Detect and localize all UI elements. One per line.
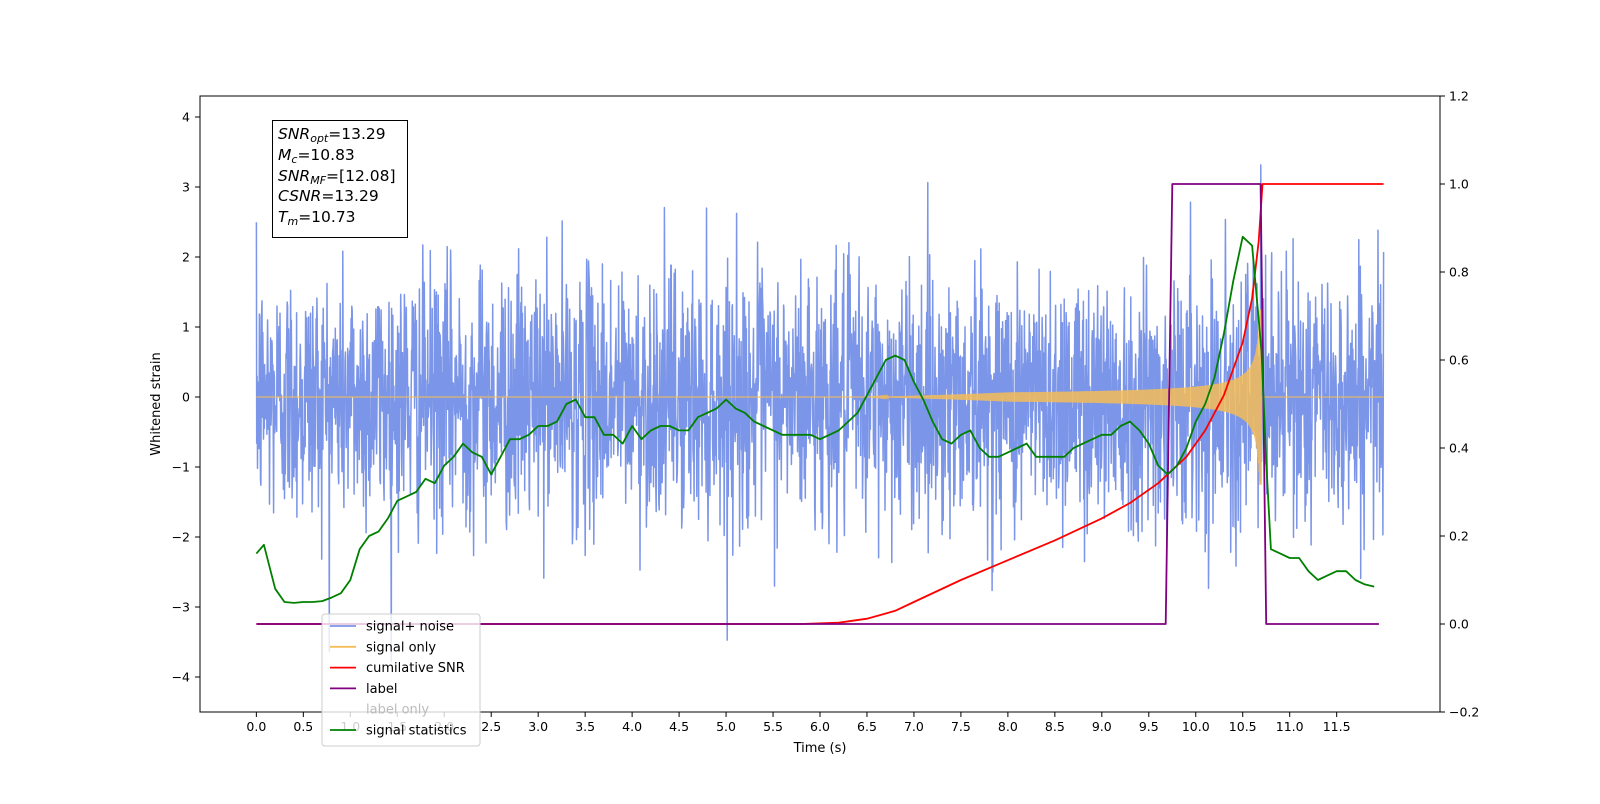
legend-frame [321,613,481,747]
x-tick-label: 5.0 [716,719,736,734]
y-left-tick-label: −4 [172,670,190,685]
x-tick-label: 5.5 [763,719,783,734]
chirp-mass-line: Mc=10.83 [278,145,355,166]
legend-label: signal only [366,640,436,655]
x-tick-label: 0.0 [246,719,266,734]
x-tick-label: 11.0 [1276,719,1304,734]
x-axis-label: Time (s) [793,741,847,756]
y-left-tick-label: 3 [182,180,190,195]
x-tick-label: 6.5 [857,719,877,734]
x-tick-label: 7.5 [951,719,971,734]
y-left-tick-label: −3 [172,600,190,615]
y-right-tick-label: 0.8 [1449,265,1469,280]
y-left-tick-label: 4 [182,110,190,125]
x-tick-label: 0.5 [293,719,313,734]
stats-annotation-box: SNRopt=13.29 Mc=10.83 SNRMF=[12.08] CSNR… [272,120,408,238]
x-tick-label: 3.5 [575,719,595,734]
y-left-tick-label: 0 [182,390,190,405]
csnr-line: CSNR=13.29 [278,187,379,206]
y-left-tick-label: −1 [172,460,190,475]
x-tick-label: 8.5 [1045,719,1065,734]
x-tick-label: 11.5 [1323,719,1351,734]
y-right-tick-label: 0.2 [1449,529,1469,544]
tm-line: Tm=10.73 [278,208,356,229]
y-left-tick-label: 2 [182,250,190,265]
legend-label: label only [366,703,429,718]
series-signal-statistics [255,235,1375,604]
snr-opt-line: SNRopt=13.29 [278,125,386,145]
x-tick-label: 8.0 [998,719,1018,734]
series-label [256,183,1379,625]
x-tick-label: 4.0 [622,719,642,734]
y-left-tick-label: 1 [182,320,190,335]
legend-label: signal+ noise [366,620,454,635]
y-right-tick-label: 0.6 [1449,353,1469,368]
y-right-tick-label: −0.2 [1449,705,1479,720]
legend-label: label [366,682,397,697]
plot-area [255,164,1385,662]
snr-mf-line: SNRMF=[12.08] [278,166,396,187]
legend-label: signal statistics [366,724,467,739]
x-tick-label: 10.5 [1229,719,1257,734]
x-tick-label: 4.5 [669,719,689,734]
legend: signal+ noise signal only cumilative SNR la… [321,613,481,747]
x-tick-label: 2.5 [481,719,501,734]
x-tick-label: 9.0 [1092,719,1112,734]
legend-label: cumilative SNR [366,661,465,676]
y-right-tick-label: 0.4 [1449,441,1469,456]
y-right-tick-label: 1.0 [1449,177,1469,192]
x-tick-label: 7.0 [904,719,924,734]
x-tick-label: 9.5 [1139,719,1159,734]
x-tick-label: 3.0 [528,719,548,734]
x-tick-label: 10.0 [1182,719,1210,734]
x-tick-label: 6.0 [810,719,830,734]
y-axis-label: Whitened strain [149,352,164,455]
y-left-tick-label: −2 [172,530,190,545]
y-right-tick-label: 1.2 [1449,89,1469,104]
y-right-tick-label: 0.0 [1449,617,1469,632]
series-signal-only [256,309,1384,485]
